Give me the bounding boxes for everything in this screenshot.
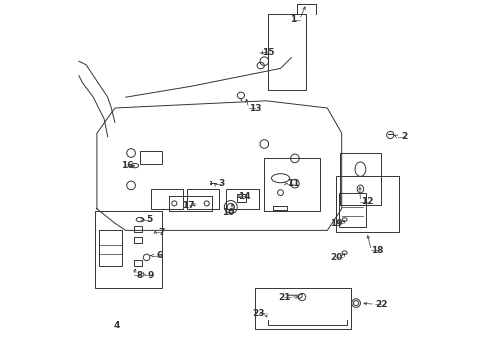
- Bar: [133, 226, 141, 232]
- Bar: [186, 189, 219, 209]
- Text: 18: 18: [371, 246, 383, 255]
- Bar: [226, 189, 258, 209]
- Bar: [140, 151, 162, 164]
- Text: 20: 20: [329, 253, 342, 262]
- Text: 10: 10: [222, 208, 234, 217]
- Text: 19: 19: [329, 219, 342, 228]
- Bar: [264, 158, 320, 211]
- Bar: [151, 189, 183, 209]
- Bar: [339, 153, 381, 205]
- Text: 1: 1: [289, 15, 296, 24]
- Text: 17: 17: [182, 201, 195, 210]
- Text: 11: 11: [286, 179, 299, 188]
- Text: 8: 8: [137, 271, 143, 280]
- Bar: [255, 288, 350, 329]
- Text: 15: 15: [261, 48, 274, 57]
- Text: 7: 7: [158, 228, 164, 237]
- Text: 12: 12: [360, 197, 372, 206]
- Bar: [99, 230, 122, 266]
- Bar: [133, 237, 141, 243]
- Bar: [267, 14, 305, 90]
- Bar: [95, 211, 162, 288]
- Bar: [237, 194, 246, 202]
- Bar: [339, 193, 366, 227]
- Text: 14: 14: [238, 192, 250, 201]
- Bar: [336, 176, 399, 232]
- Text: 6: 6: [157, 251, 163, 260]
- Text: 21: 21: [277, 292, 290, 302]
- Text: 3: 3: [218, 179, 224, 188]
- Text: 13: 13: [248, 104, 261, 113]
- Text: 22: 22: [374, 300, 387, 309]
- Text: 16: 16: [121, 161, 134, 170]
- Bar: [133, 260, 141, 266]
- Text: 23: 23: [252, 309, 264, 318]
- Text: 2: 2: [401, 132, 407, 141]
- Text: 9: 9: [147, 271, 154, 280]
- Text: 4: 4: [113, 321, 120, 330]
- Text: 5: 5: [146, 215, 152, 224]
